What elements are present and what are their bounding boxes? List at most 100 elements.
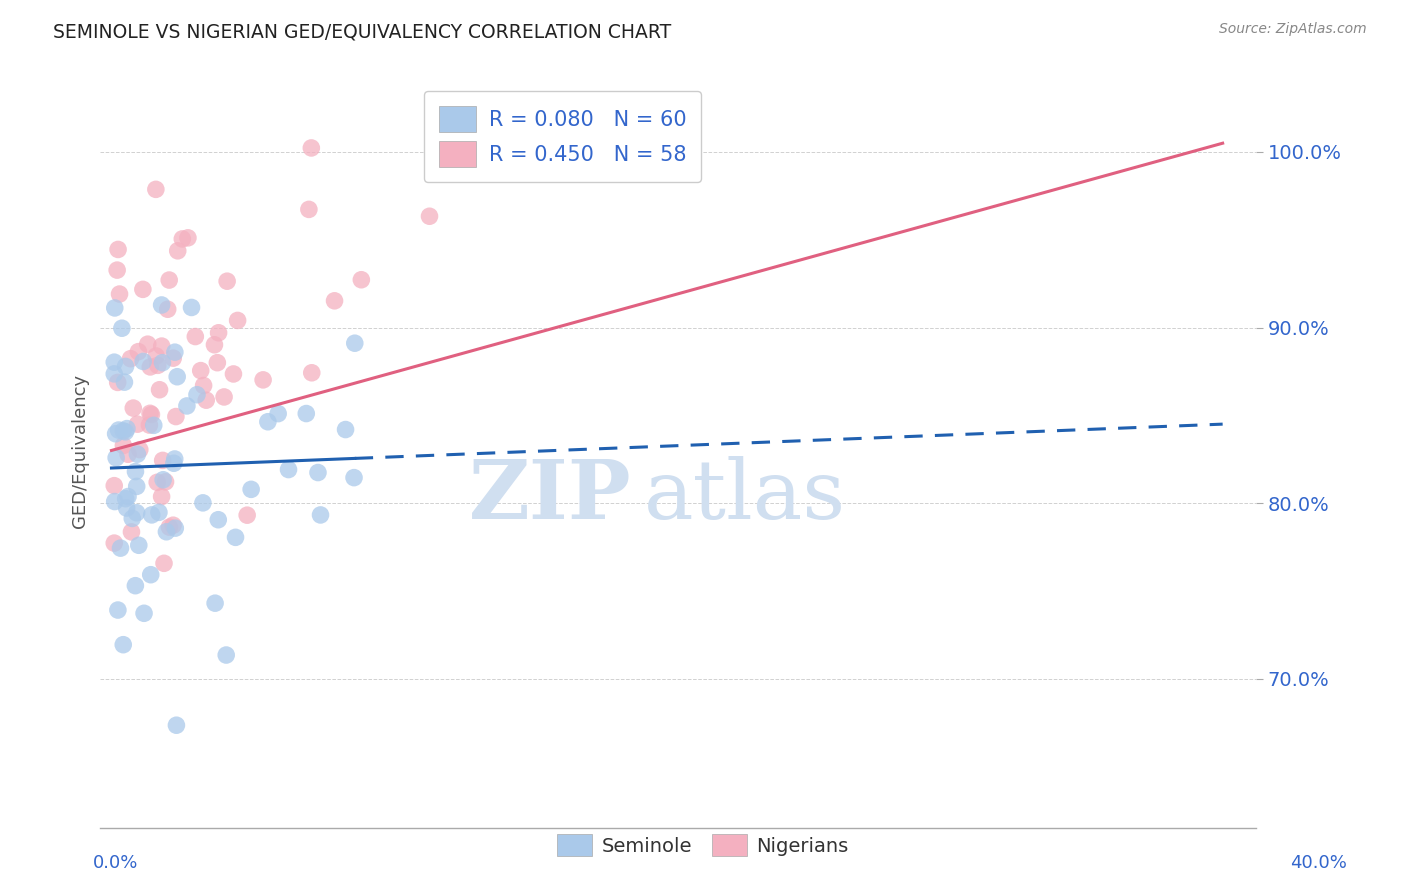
- Point: [350, 273, 373, 287]
- Point: [124, 579, 146, 593]
- Point: [152, 356, 174, 370]
- Point: [215, 648, 238, 662]
- Point: [155, 475, 177, 489]
- Point: [236, 508, 259, 523]
- Point: [124, 465, 146, 479]
- Point: [105, 450, 128, 465]
- Point: [343, 470, 366, 484]
- Point: [212, 390, 235, 404]
- Point: [252, 373, 274, 387]
- Point: [115, 421, 138, 435]
- Point: [204, 338, 226, 352]
- Point: [127, 344, 149, 359]
- Point: [139, 406, 162, 420]
- Point: [127, 447, 149, 461]
- Point: [335, 423, 357, 437]
- Text: SEMINOLE VS NIGERIAN GED/EQUIVALENCY CORRELATION CHART: SEMINOLE VS NIGERIAN GED/EQUIVALENCY COR…: [53, 22, 672, 41]
- Point: [163, 456, 186, 470]
- Point: [180, 301, 202, 315]
- Point: [103, 355, 125, 369]
- Point: [298, 202, 321, 217]
- Point: [125, 479, 148, 493]
- Point: [114, 491, 136, 506]
- Point: [114, 375, 136, 389]
- Text: 0.0%: 0.0%: [93, 855, 138, 872]
- Point: [207, 356, 229, 370]
- Point: [163, 345, 186, 359]
- Point: [165, 409, 187, 424]
- Point: [307, 466, 329, 480]
- Point: [121, 524, 143, 539]
- Point: [138, 418, 160, 433]
- Point: [225, 530, 247, 544]
- Y-axis label: GED/Equivalency: GED/Equivalency: [72, 374, 89, 527]
- Point: [150, 490, 173, 504]
- Point: [146, 359, 169, 373]
- Text: atlas: atlas: [644, 456, 845, 536]
- Point: [240, 483, 263, 497]
- Point: [111, 321, 134, 335]
- Point: [110, 541, 132, 555]
- Point: [114, 425, 136, 439]
- Point: [148, 383, 170, 397]
- Point: [141, 408, 163, 422]
- Point: [139, 359, 162, 374]
- Point: [217, 274, 239, 288]
- Point: [165, 718, 187, 732]
- Point: [184, 329, 207, 343]
- Point: [195, 393, 218, 408]
- Point: [301, 366, 323, 380]
- Point: [150, 298, 173, 312]
- Point: [105, 263, 128, 277]
- Point: [152, 453, 174, 467]
- Point: [162, 518, 184, 533]
- Point: [142, 418, 165, 433]
- Point: [103, 478, 125, 492]
- Point: [267, 407, 290, 421]
- Text: 40.0%: 40.0%: [1291, 855, 1347, 872]
- Point: [257, 415, 280, 429]
- Point: [107, 376, 129, 390]
- Point: [157, 520, 180, 534]
- Point: [153, 557, 176, 571]
- Point: [162, 351, 184, 366]
- Point: [155, 524, 177, 539]
- Point: [136, 337, 159, 351]
- Legend: R = 0.080   N = 60, R = 0.450   N = 58: R = 0.080 N = 60, R = 0.450 N = 58: [425, 91, 702, 182]
- Point: [295, 407, 318, 421]
- Point: [156, 302, 179, 317]
- Point: [152, 473, 174, 487]
- Point: [114, 359, 136, 374]
- Point: [343, 336, 366, 351]
- Point: [103, 536, 125, 550]
- Text: ZIP: ZIP: [470, 456, 631, 536]
- Point: [145, 182, 167, 196]
- Legend: Seminole, Nigerians: Seminole, Nigerians: [547, 824, 859, 866]
- Point: [132, 354, 155, 368]
- Point: [103, 367, 125, 381]
- Point: [207, 513, 229, 527]
- Point: [166, 369, 188, 384]
- Point: [190, 363, 212, 377]
- Point: [191, 496, 214, 510]
- Point: [277, 462, 299, 476]
- Point: [299, 141, 322, 155]
- Point: [132, 607, 155, 621]
- Point: [107, 243, 129, 257]
- Point: [193, 378, 215, 392]
- Point: [145, 349, 167, 363]
- Point: [163, 452, 186, 467]
- Point: [150, 339, 173, 353]
- Point: [117, 490, 139, 504]
- Point: [418, 209, 440, 223]
- Point: [108, 287, 131, 301]
- Point: [132, 282, 155, 296]
- Point: [112, 638, 135, 652]
- Point: [177, 231, 200, 245]
- Point: [204, 596, 226, 610]
- Point: [165, 521, 187, 535]
- Point: [112, 424, 135, 438]
- Point: [226, 313, 249, 327]
- Point: [104, 301, 127, 315]
- Point: [128, 442, 150, 457]
